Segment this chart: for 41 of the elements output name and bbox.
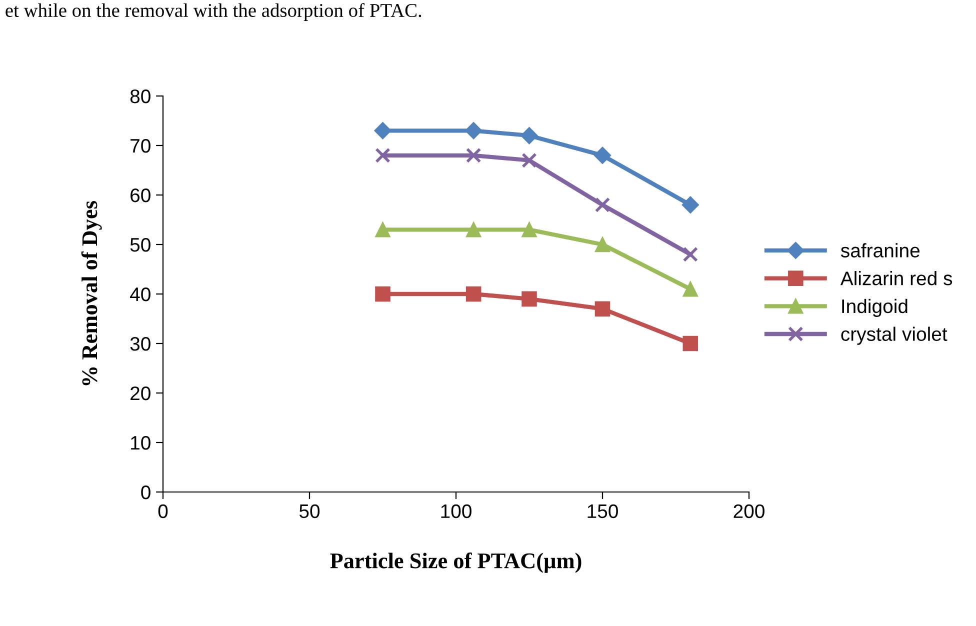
x-axis-title: Particle Size of PTAC(µm): [330, 552, 582, 573]
point: [375, 148, 390, 164]
point: [594, 197, 610, 213]
point: [522, 152, 537, 168]
y-tick-label: 40: [130, 287, 150, 302]
legend-label: Alizarin red s: [840, 271, 952, 286]
point: [594, 301, 610, 316]
y-tick-label: 20: [130, 386, 150, 400]
point: [466, 222, 482, 238]
point: [466, 148, 482, 164]
point: [374, 122, 392, 140]
point: [375, 286, 390, 302]
y-tick-label: 80: [130, 89, 150, 104]
x-tick-label: 50: [299, 504, 320, 518]
point: [375, 222, 390, 238]
x-tick-label: 150: [588, 504, 618, 518]
y-tick-label: 0: [141, 485, 150, 500]
legend-label: Indigoid: [842, 298, 908, 317]
point: [682, 336, 698, 352]
point: [594, 146, 612, 164]
y-tick-label: 10: [131, 436, 150, 450]
point: [522, 222, 537, 238]
point: [594, 236, 610, 252]
y-tick-label: 60: [130, 188, 150, 202]
y-tick-label: 70: [130, 138, 150, 153]
y-axis-title: % Removal of Dyes: [81, 201, 102, 386]
point: [682, 281, 698, 297]
point: [682, 196, 699, 214]
point: [522, 291, 537, 307]
point: [465, 122, 482, 140]
legend-label: crystal violet: [841, 326, 948, 345]
point: [520, 127, 538, 144]
y-tick-label: 30: [130, 336, 150, 351]
x-tick-label: 200: [734, 504, 764, 518]
text: et while on the removal with the adsorption of PTAC.: [6, 3, 422, 21]
x-tick-label: 100: [441, 504, 472, 518]
x-tick-label: 0: [158, 504, 168, 518]
y-tick-label: 50: [130, 238, 150, 252]
legend-label: safranine: [840, 243, 920, 258]
point: [466, 286, 482, 302]
point: [682, 246, 698, 262]
